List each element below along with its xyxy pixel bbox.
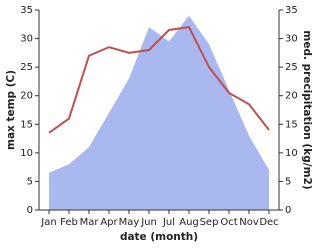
y-axis-label: max temp (C) (5, 70, 17, 150)
chart: date (month) max temp (C) med. precipita… (5, 5, 313, 243)
x-tick-label: Apr (100, 217, 118, 228)
x-axis-label: date (month) (120, 231, 198, 243)
y-tick-label: 20 (20, 91, 33, 102)
precip-area (49, 15, 269, 211)
x-tick-label: Jun (140, 217, 157, 228)
y-tick-label: 30 (20, 34, 33, 45)
temp-line (48, 26, 270, 134)
y-tick-label: 0 (27, 205, 33, 216)
y2-axis-label: med. precipitation (kg/m2) (301, 30, 313, 189)
x-tick-label: Feb (60, 217, 78, 228)
y2-tick-label: 30 (285, 34, 298, 45)
y2-tick-label: 35 (285, 5, 298, 16)
x-tick-label: Sep (200, 217, 219, 228)
y-tick-label: 5 (27, 176, 33, 187)
y-tick-label: 25 (20, 62, 33, 73)
x-tick-label: May (119, 217, 140, 228)
y-tick-label: 35 (20, 5, 33, 16)
x-tick-label: Mar (80, 217, 100, 228)
y2-tick-label: 0 (285, 205, 291, 216)
y2-tick-label: 10 (285, 148, 298, 159)
y2-tick-label: 20 (285, 91, 298, 102)
y-tick-label: 15 (20, 119, 33, 130)
y2-tick-label: 25 (285, 62, 298, 73)
x-tick-label: Nov (239, 217, 259, 228)
x-tick-label: Aug (179, 217, 199, 228)
x-tick-label: Jul (162, 217, 175, 228)
y2-tick-label: 5 (285, 176, 291, 187)
y-tick-label: 10 (20, 148, 33, 159)
x-tick-label: Dec (259, 217, 278, 228)
y2-tick-label: 15 (285, 119, 298, 130)
x-tick-label: Oct (220, 217, 237, 228)
x-tick-label: Jan (40, 217, 56, 228)
